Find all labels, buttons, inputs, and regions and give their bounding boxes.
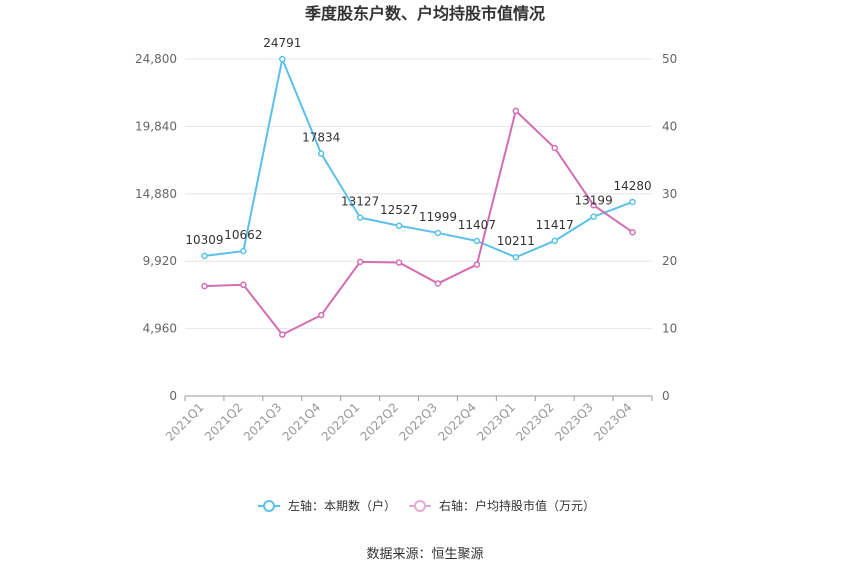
legend-item-left-series[interactable]: 左轴：本期数（户） [258,498,396,513]
legend: 左轴：本期数（户） 右轴：户均持股市值（万元） [258,498,595,513]
x-tick-label: 2023Q1 [474,400,518,444]
data-label: 14280 [613,179,651,193]
data-label: 13127 [341,195,379,209]
data-point [473,261,481,268]
x-tick-label: 2023Q3 [552,400,596,444]
data-point [279,55,286,63]
data-point [240,281,247,289]
data-point [551,144,558,152]
legend-marker-right [414,500,426,512]
data-label: 17834 [302,131,340,145]
right-tick-label: 50 [662,52,677,66]
data-point [395,259,403,266]
chart-title: 季度股东户数、户均持股市值情况 [304,4,545,23]
x-tick-label: 2021Q2 [202,400,246,444]
series-line-left [204,58,633,259]
data-labels: 10309 10662 24791 17834 13127125271199911407… [185,36,651,248]
data-point [279,331,286,338]
legend-marker-left [263,500,275,512]
x-tick-label: 2022Q2 [358,400,402,444]
data-label: 24791 [263,36,301,50]
data-point [201,282,208,290]
data-label: 10662 [224,228,262,242]
left-tick-label: 4,960 [143,322,177,336]
left-axis: 0 4,960 9,920 14,880 19,840 24,800 [135,52,177,403]
data-label: 12527 [380,203,418,217]
data-point [590,202,597,209]
data-label: 11407 [458,218,496,232]
data-point [551,237,558,245]
data-point [512,107,520,115]
data-point [317,150,325,157]
series-lines [201,55,636,338]
left-tick-label: 14,880 [135,187,177,201]
right-tick-label: 40 [662,119,677,133]
right-axis: 0 10 20 30 40 50 [662,52,677,403]
x-tick-label: 2021Q3 [241,400,285,444]
data-point [512,253,520,261]
left-tick-label: 24,800 [135,52,177,66]
legend-label-left: 左轴：本期数（户） [288,498,396,513]
x-tick-label: 2022Q1 [319,400,363,444]
right-tick-label: 0 [662,389,670,403]
left-tick-label: 0 [169,389,177,403]
data-label: 10211 [497,234,535,248]
x-tick-label: 2021Q1 [163,400,207,444]
right-tick-label: 30 [662,187,677,201]
legend-item-right-series[interactable]: 右轴：户均持股市值（万元） [409,498,595,513]
data-point [356,214,364,221]
data-point [434,229,442,237]
grid-lines [185,58,652,330]
x-tick-label: 2022Q3 [397,400,441,444]
data-label: 10309 [185,233,223,247]
data-label: 11417 [536,218,574,232]
right-tick-label: 20 [662,254,677,268]
data-point [473,237,481,245]
legend-label-right: 右轴：户均持股市值（万元） [439,498,595,513]
x-axis: 2021Q12021Q22021Q32021Q42022Q12022Q22022… [163,395,653,444]
right-tick-label: 10 [662,322,677,336]
data-point [629,198,636,206]
data-label: 13199 [575,194,613,208]
data-point [317,311,325,319]
data-point [240,247,247,255]
x-tick-label: 2023Q4 [591,400,635,444]
left-tick-label: 19,840 [135,119,177,133]
data-point [201,252,208,260]
source-note: 数据来源：恒生聚源 [366,547,483,562]
data-point [395,222,403,230]
x-tick-label: 2021Q4 [280,400,324,444]
left-tick-label: 9,920 [143,254,177,268]
x-tick-label: 2023Q2 [513,400,557,444]
data-point [356,258,364,266]
data-label: 11999 [419,210,457,224]
data-point [590,213,597,220]
x-tick-label: 2022Q4 [435,400,479,444]
series-line-right [204,109,634,336]
data-point [434,280,442,287]
data-point [629,228,636,236]
